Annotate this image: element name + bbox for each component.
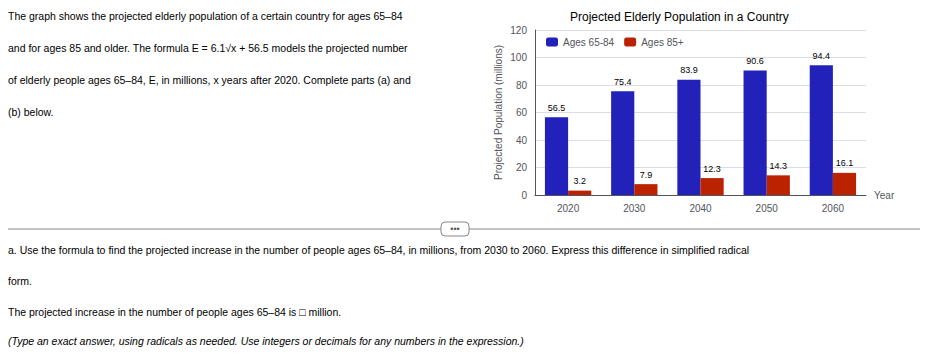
svg-text:12.3: 12.3 xyxy=(703,164,721,174)
svg-text:Year: Year xyxy=(874,190,895,201)
svg-text:Projected Elderly Population i: Projected Elderly Population in a Countr… xyxy=(570,10,789,24)
svg-text:Ages 85+: Ages 85+ xyxy=(641,37,684,48)
svg-text:2060: 2060 xyxy=(822,203,845,214)
svg-text:0: 0 xyxy=(521,190,527,201)
svg-text:Ages 65-84: Ages 65-84 xyxy=(563,37,615,48)
svg-text:2040: 2040 xyxy=(689,203,712,214)
svg-text:90.6: 90.6 xyxy=(746,56,764,66)
svg-text:14.3: 14.3 xyxy=(770,161,788,171)
svg-text:and for ages 85 and older. The: and for ages 85 and older. The formula E… xyxy=(8,42,408,54)
svg-text:40: 40 xyxy=(516,135,528,146)
svg-text:7.9: 7.9 xyxy=(640,170,653,180)
svg-text:2030: 2030 xyxy=(623,203,646,214)
svg-text:56.5: 56.5 xyxy=(548,103,566,113)
svg-text:Projected Population (millions: Projected Population (millions) xyxy=(493,45,504,180)
svg-text:(b) below.: (b) below. xyxy=(8,106,54,118)
svg-text:of elderly people ages 65–84,: of elderly people ages 65–84, E, in mill… xyxy=(8,74,411,86)
svg-text:The projected increase in the: The projected increase in the number of … xyxy=(8,306,341,318)
svg-text:form.: form. xyxy=(8,275,32,287)
svg-text:60: 60 xyxy=(516,107,528,118)
svg-text:•••: ••• xyxy=(450,224,459,234)
svg-text:94.4: 94.4 xyxy=(813,51,831,61)
svg-text:83.9: 83.9 xyxy=(680,65,698,75)
svg-text:120: 120 xyxy=(510,25,527,36)
svg-text:The graph shows the projected: The graph shows the projected elderly po… xyxy=(8,10,403,22)
svg-text:100: 100 xyxy=(510,52,527,63)
svg-text:80: 80 xyxy=(516,80,528,91)
svg-text:75.4: 75.4 xyxy=(614,77,632,87)
svg-text:(Type an exact answer, using r: (Type an exact answer, using radicals as… xyxy=(8,335,524,347)
svg-text:20: 20 xyxy=(516,162,528,173)
svg-text:2050: 2050 xyxy=(756,203,779,214)
svg-text:2020: 2020 xyxy=(557,203,580,214)
svg-text:3.2: 3.2 xyxy=(573,176,586,186)
svg-text:a. Use the formula to find the: a. Use the formula to find the projected… xyxy=(8,244,749,256)
svg-text:16.1: 16.1 xyxy=(836,158,854,168)
